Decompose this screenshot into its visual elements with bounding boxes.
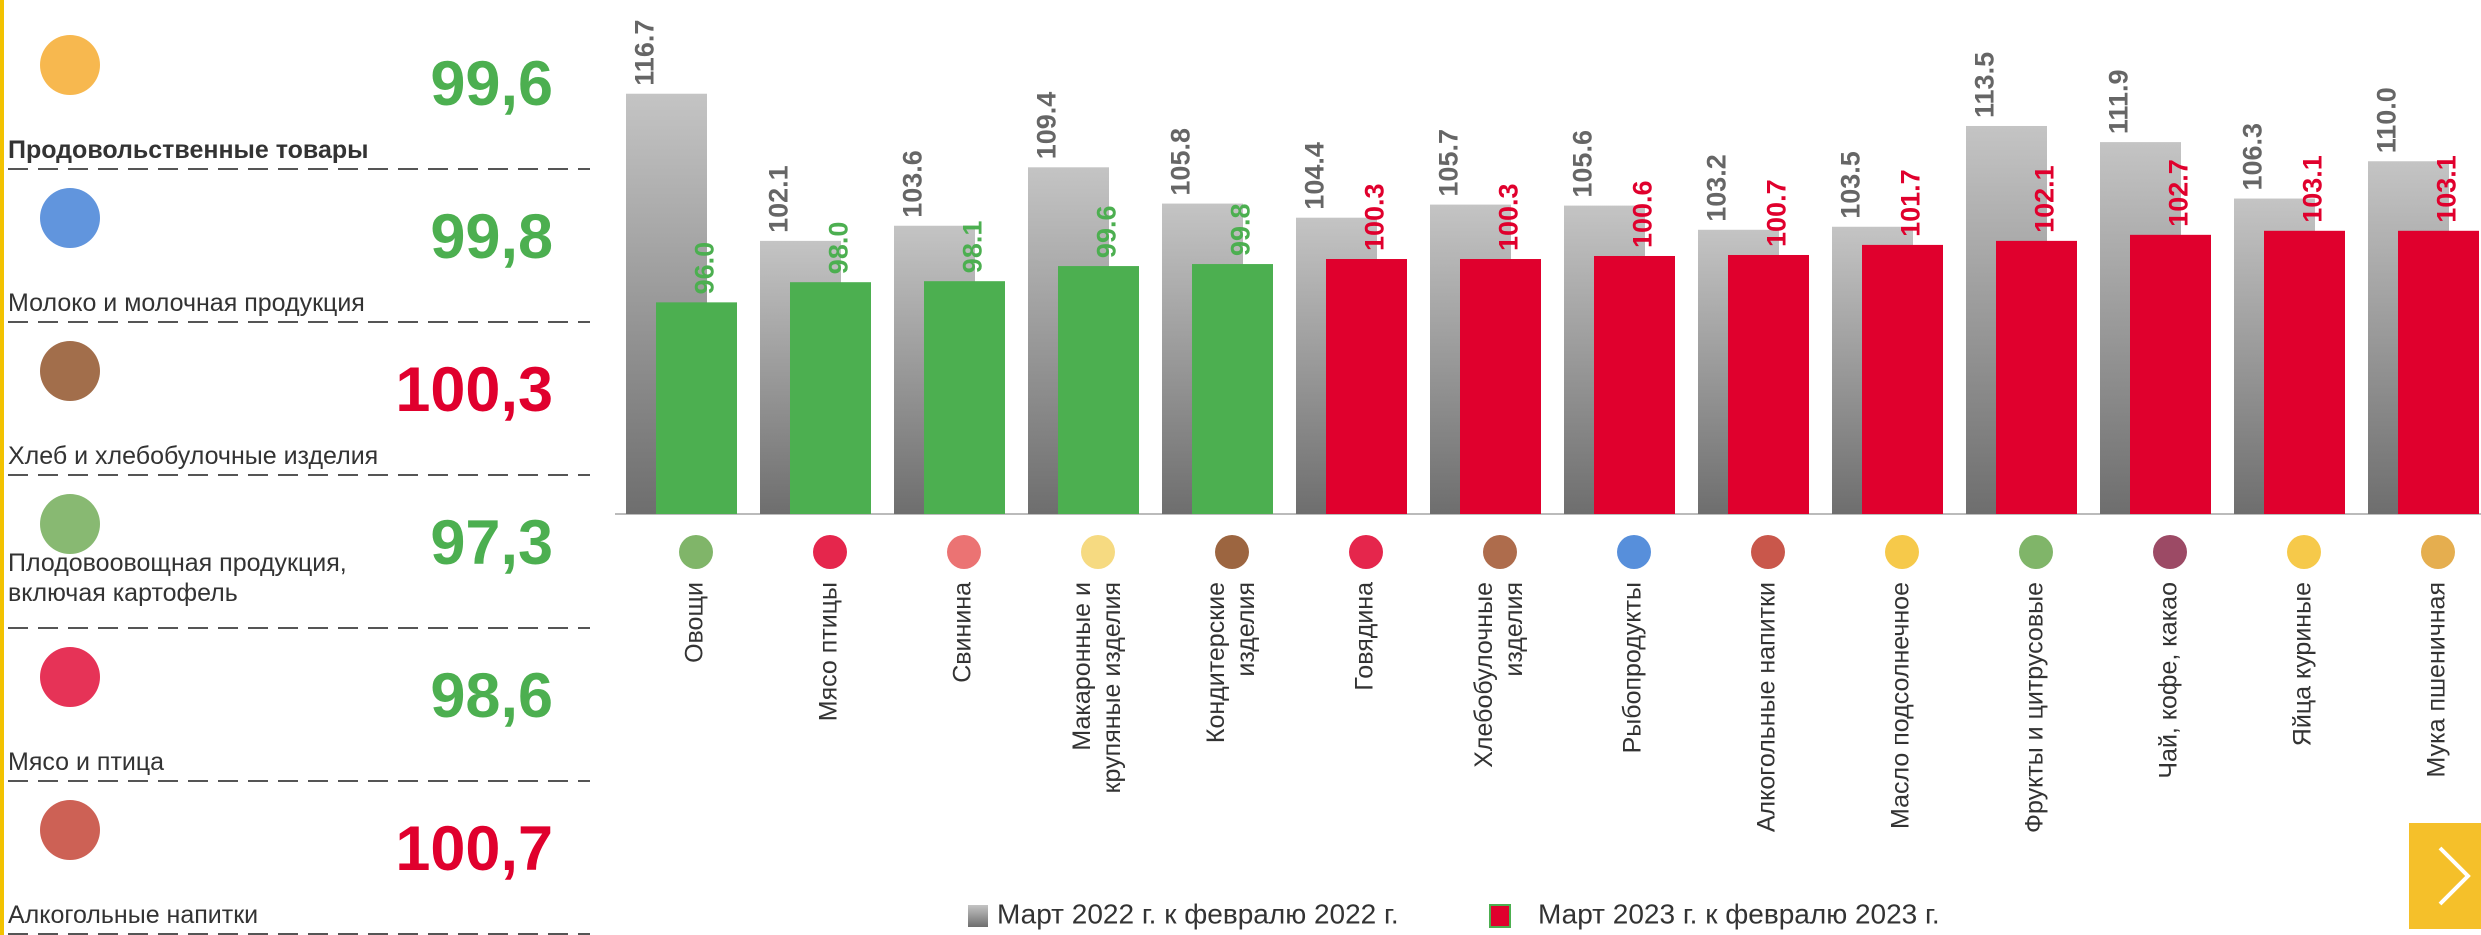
category-icon bbox=[2019, 535, 2053, 569]
bar bbox=[1326, 259, 1407, 514]
bar bbox=[1460, 259, 1541, 514]
summary-value: 99,8 bbox=[430, 202, 553, 272]
bar bbox=[1192, 264, 1273, 514]
icon bbox=[40, 494, 100, 554]
icon bbox=[40, 35, 100, 95]
value-label: 96.0 bbox=[690, 242, 720, 295]
category-label: Овощи bbox=[681, 582, 709, 663]
legend-label: Март 2022 г. к февралю 2022 г. bbox=[997, 898, 1399, 929]
summary-label: Хлеб и хлебобулочные изделия bbox=[8, 442, 378, 470]
icon bbox=[40, 188, 100, 248]
next-button[interactable] bbox=[2409, 823, 2481, 929]
value-label: 105.6 bbox=[1568, 130, 1598, 198]
edge-line bbox=[0, 0, 4, 935]
summary-label: Продовольственные товары bbox=[8, 136, 369, 164]
bar bbox=[2264, 230, 2345, 514]
bar bbox=[1996, 240, 2077, 514]
summary-value: 98,6 bbox=[430, 661, 553, 731]
bar bbox=[790, 282, 871, 514]
value-label: 110.0 bbox=[2372, 87, 2402, 153]
category-icon bbox=[2287, 535, 2321, 569]
value-label: 113.5 bbox=[1970, 52, 2000, 118]
summary-value: 97,3 bbox=[430, 508, 553, 578]
legend-label: Март 2023 г. к февралю 2023 г. bbox=[1538, 898, 1940, 929]
category-label: Макаронные икрупяные изделия bbox=[1068, 582, 1126, 793]
category-label: Мука пшеничная bbox=[2423, 582, 2451, 777]
summary-label: Алкогольные напитки bbox=[8, 901, 258, 929]
value-label: 104.4 bbox=[1300, 142, 1330, 210]
category-icon bbox=[2421, 535, 2455, 569]
summary-label: Плодовоовощная продукция, включая картофе… bbox=[8, 549, 347, 607]
value-label: 105.7 bbox=[1434, 129, 1464, 197]
legend-swatch bbox=[1489, 904, 1511, 928]
summary-value: 100,7 bbox=[395, 814, 553, 884]
value-label: 116.7 bbox=[630, 20, 660, 86]
value-label: 111.9 bbox=[2104, 70, 2134, 135]
category-label: Яйца куриные bbox=[2289, 582, 2317, 746]
category-label: Мясо птицы bbox=[815, 582, 843, 721]
category-icon bbox=[1215, 535, 1249, 569]
category-icon bbox=[679, 535, 713, 569]
value-label: 103.1 bbox=[2298, 155, 2328, 223]
category-icon bbox=[1885, 535, 1919, 569]
value-label: 103.1 bbox=[2432, 155, 2462, 223]
icon bbox=[40, 800, 100, 860]
category-label: Свинина bbox=[949, 582, 977, 683]
category-label: Рыбопродукты bbox=[1619, 582, 1647, 753]
value-label: 109.4 bbox=[1032, 92, 1062, 160]
category-icon bbox=[1751, 535, 1785, 569]
bar bbox=[1728, 254, 1809, 514]
category-label: Хлебобулочныеизделия bbox=[1470, 582, 1528, 768]
category-icon bbox=[2153, 535, 2187, 569]
value-label: 103.6 bbox=[898, 150, 928, 218]
category-label: Масло подсолнечное bbox=[1887, 582, 1915, 829]
category-label: Говядина bbox=[1351, 582, 1379, 691]
value-label: 103.5 bbox=[1836, 151, 1866, 219]
bar bbox=[1058, 266, 1139, 514]
category-label: Чай, кофе, какао bbox=[2155, 582, 2183, 779]
summary-label: Мясо и птица bbox=[8, 748, 164, 776]
bar bbox=[2130, 234, 2211, 514]
value-label: 100.6 bbox=[1628, 180, 1658, 248]
category-label: Фрукты и цитрусовые bbox=[2021, 582, 2049, 833]
bar bbox=[1594, 255, 1675, 514]
bar bbox=[2398, 230, 2479, 514]
value-label: 105.8 bbox=[1166, 128, 1196, 196]
category-icon bbox=[1349, 535, 1383, 569]
summary-value: 99,6 bbox=[430, 49, 553, 119]
bar bbox=[656, 302, 737, 514]
value-label: 99.6 bbox=[1092, 206, 1122, 259]
bar bbox=[1862, 244, 1943, 514]
value-label: 102.1 bbox=[764, 165, 794, 233]
value-label: 103.2 bbox=[1702, 154, 1732, 222]
category-label: Алкогольные напитки bbox=[1753, 582, 1781, 832]
category-icon bbox=[813, 535, 847, 569]
value-label: 100.3 bbox=[1360, 183, 1390, 251]
category-icon bbox=[947, 535, 981, 569]
value-label: 99.8 bbox=[1226, 203, 1256, 256]
value-label: 102.7 bbox=[2164, 159, 2194, 227]
icon bbox=[40, 647, 100, 707]
value-label: 100.7 bbox=[1762, 179, 1792, 247]
value-label: 101.7 bbox=[1896, 169, 1926, 237]
icon bbox=[40, 341, 100, 401]
value-label: 102.1 bbox=[2030, 165, 2060, 233]
value-label: 100.3 bbox=[1494, 183, 1524, 251]
category-icon bbox=[1081, 535, 1115, 569]
summary-label: Молоко и молочная продукция bbox=[8, 289, 365, 317]
value-label: 98.1 bbox=[958, 221, 988, 274]
bar bbox=[924, 281, 1005, 514]
category-icon bbox=[1617, 535, 1651, 569]
summary-value: 100,3 bbox=[395, 355, 553, 425]
value-label: 98.0 bbox=[824, 222, 854, 275]
value-label: 106.3 bbox=[2238, 123, 2268, 191]
legend-swatch bbox=[968, 905, 988, 927]
category-icon bbox=[1483, 535, 1517, 569]
category-label: Кондитерскиеизделия bbox=[1202, 582, 1260, 743]
